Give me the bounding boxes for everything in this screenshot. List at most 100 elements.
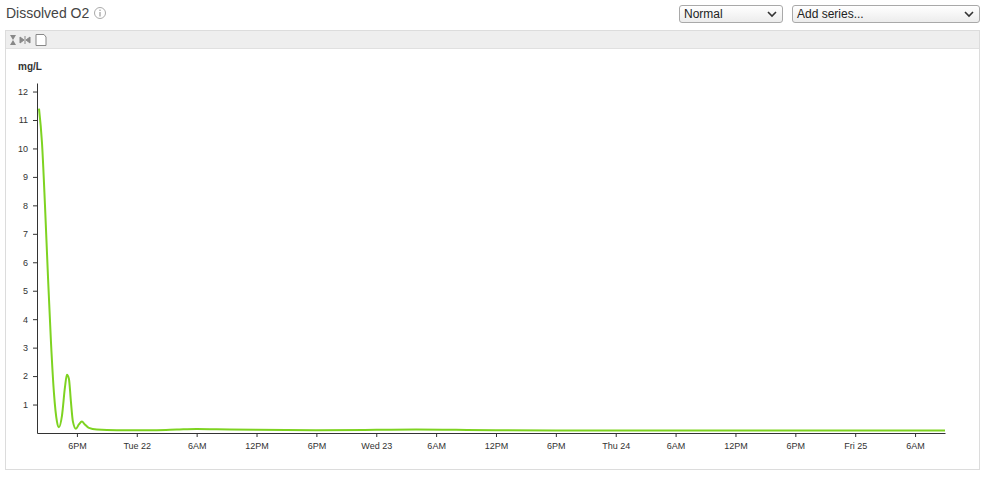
y-tick-label: 1	[23, 400, 28, 410]
x-tick: Tue 22	[123, 433, 151, 451]
info-icon[interactable]	[94, 7, 106, 19]
data-line	[39, 109, 945, 431]
chevron[interactable]	[965, 12, 973, 16]
x-tick-label: 12PM	[485, 441, 509, 451]
x-axis: 6PM Tue 22 6AM 12PM 6PM Wed 23 6AM 12PM 6PM Thu 2…	[38, 433, 946, 451]
x-tick-mark	[376, 433, 377, 437]
y-tick: 8	[23, 201, 37, 211]
info-circle[interactable]	[95, 8, 106, 19]
x-tick-mark	[795, 433, 796, 437]
scale-select-chevron[interactable]	[767, 10, 777, 18]
series-select[interactable]: Add series...	[792, 5, 980, 23]
y-tick-mark	[33, 120, 37, 121]
y-axis: 123456789101112	[18, 84, 38, 434]
x-tick-mark	[137, 433, 138, 437]
y-tick-mark	[33, 291, 37, 292]
x-axis-line	[38, 433, 946, 434]
y-tick-mark	[33, 205, 37, 206]
y-tick-label: 11	[19, 115, 28, 125]
y-tick-label: 12	[18, 87, 28, 97]
y-tick: 2	[23, 371, 37, 381]
x-tick-label: Tue 22	[123, 441, 151, 451]
toolbar-icons	[6, 31, 66, 49]
y-tick: 9	[23, 172, 37, 182]
y-tick-label: 6	[23, 258, 28, 268]
y-tick: 7	[23, 229, 37, 239]
x-tick-mark	[197, 433, 198, 437]
x-tick-label: Thu 24	[602, 441, 630, 451]
x-tick: 6PM	[787, 433, 806, 451]
x-tick: 12PM	[724, 433, 748, 451]
y-tick-mark	[33, 319, 37, 320]
y-tick-label: 8	[23, 201, 28, 211]
x-tick-label: 6AM	[667, 441, 686, 451]
x-tick-label: 12PM	[245, 441, 269, 451]
series-select-text[interactable]: Add series...	[797, 7, 864, 21]
plot-area	[39, 109, 945, 431]
y-tick: 11	[19, 115, 37, 125]
x-tick-label: Wed 23	[361, 441, 392, 451]
x-tick-label: 6AM	[188, 441, 207, 451]
y-axis-line	[37, 84, 38, 434]
y-tick: 1	[23, 400, 37, 410]
x-tick: Fri 25	[844, 433, 867, 451]
y-tick-label: 7	[23, 229, 28, 239]
y-axis-title: mg/L	[18, 61, 42, 72]
y-tick: 5	[23, 286, 37, 296]
x-tick-mark	[316, 433, 317, 437]
y-tick-mark	[33, 92, 37, 93]
scale-select-text[interactable]: Normal	[684, 7, 723, 21]
x-tick-label: 6PM	[547, 441, 566, 451]
x-tick-label: 6PM	[787, 441, 806, 451]
y-tick-mark	[33, 348, 37, 349]
x-tick-mark	[257, 433, 258, 437]
y-tick: 4	[23, 315, 37, 325]
x-tick-label: 12PM	[724, 441, 748, 451]
chart-svg: 1234567891011126PMTue 226AM12PM6PMWed 23…	[0, 0, 985, 477]
chart-title: Dissolved O2	[6, 5, 106, 21]
y-tick-mark	[33, 177, 37, 178]
x-tick: 6PM	[308, 433, 327, 451]
x-tick-mark	[496, 433, 497, 437]
y-tick-label: 10	[18, 144, 28, 154]
chart-panel	[5, 30, 980, 470]
y-tick-label: 9	[23, 172, 28, 182]
x-tick-mark	[735, 433, 736, 437]
x-tick-label: 6PM	[68, 441, 87, 451]
y-tick-mark	[33, 234, 37, 235]
y-tick-mark	[33, 148, 37, 149]
y-tick: 10	[18, 144, 37, 154]
pan-icon[interactable]	[20, 36, 30, 44]
x-tick-mark	[855, 433, 856, 437]
series-select-chevron[interactable]	[964, 10, 974, 18]
zoom-icon[interactable]	[10, 35, 16, 45]
note-icon[interactable]	[36, 35, 46, 46]
scale-select[interactable]: Normal	[679, 5, 783, 23]
x-tick-label: Fri 25	[844, 441, 867, 451]
toolbar	[6, 31, 979, 49]
y-tick-label: 2	[23, 371, 28, 381]
y-tick: 3	[23, 343, 37, 353]
y-tick: 6	[23, 258, 37, 268]
y-tick-mark	[33, 262, 37, 263]
x-tick: 6AM	[188, 433, 207, 451]
x-tick: 6PM	[547, 433, 566, 451]
x-tick: 6AM	[427, 433, 446, 451]
y-tick-mark	[33, 376, 37, 377]
y-tick: 12	[18, 87, 37, 97]
chevron[interactable]	[768, 12, 776, 16]
x-tick: 12PM	[245, 433, 269, 451]
y-tick-label: 5	[23, 286, 28, 296]
info-stem[interactable]	[100, 12, 101, 17]
x-tick: 6AM	[667, 433, 686, 451]
x-tick-mark	[436, 433, 437, 437]
info-dot[interactable]	[100, 10, 101, 11]
x-tick-label: 6PM	[308, 441, 327, 451]
x-tick: Wed 23	[361, 433, 392, 451]
x-tick-mark	[616, 433, 617, 437]
x-tick-mark	[77, 433, 78, 437]
x-tick-label: 6AM	[906, 441, 925, 451]
x-tick: 6AM	[906, 433, 925, 451]
x-tick-mark	[556, 433, 557, 437]
y-tick-mark	[33, 405, 37, 406]
